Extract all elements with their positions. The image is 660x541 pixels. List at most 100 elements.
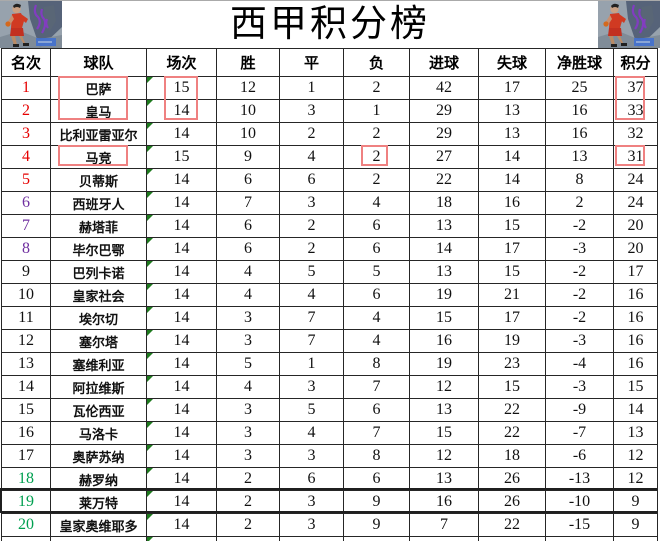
column-header-team: 球队 [50,48,147,77]
cell-wins: 6 [216,237,280,261]
cell-goals-for: 13 [409,214,479,238]
cell-points: 20 [613,214,658,238]
table-row: 6 西班牙人 14 7 3 4 18 16 2 24 [1,191,658,215]
cell-team: 比利亚雷亚尔 [50,122,147,146]
cell-goals-against: 26 [478,490,546,514]
table-row: 2 皇马 14 10 3 1 29 13 16 33 [1,99,658,123]
cell-goal-diff: -2 [545,283,614,307]
cell-goal-diff: 16 [545,122,614,146]
table-row: 19 莱万特 14 2 3 9 16 26 -10 9 [1,490,658,514]
table-row: 20 皇家奥维耶多 14 2 3 9 7 22 -15 9 [1,513,658,537]
cell-rank: 6 [1,191,51,215]
cell-played: 14 [146,490,217,514]
column-header-played: 场次 [146,48,217,77]
table-row: 14 阿拉维斯 14 4 3 7 12 15 -3 15 [1,375,658,399]
cell-rank [1,536,51,541]
cell-goals-for: 15 [409,306,479,330]
table-row: 4 马竞 15 9 4 2 27 14 13 31 [1,145,658,169]
cell-draws: 3 [279,191,344,215]
cell-points: 9 [613,513,658,537]
cell-rank: 5 [1,168,51,192]
cell-played: 14 [146,306,217,330]
cell-played: 14 [146,444,217,468]
cell-draws: 3 [279,375,344,399]
cell-losses: 6 [343,214,410,238]
cell-points: 16 [613,306,658,330]
cell-draws: 4 [279,283,344,307]
cell-points: 14 [613,398,658,422]
column-header-rank: 名次 [1,48,51,77]
cell-losses: 2 [343,168,410,192]
cell-rank: 4 [1,145,51,169]
cell-draws: 3 [279,490,344,514]
cell-goals-for: 19 [409,352,479,376]
cell-rank: 15 [1,398,51,422]
cell-wins: 10 [216,122,280,146]
cell-losses: 4 [343,329,410,353]
cell-wins: 3 [216,329,280,353]
cell-rank: 3 [1,122,51,146]
cell-goals-against: 23 [478,352,546,376]
table-row: 16 马洛卡 14 3 4 7 15 22 -7 13 [1,421,658,445]
cell-goal-diff: 2 [545,191,614,215]
cell-draws: 3 [279,99,344,123]
cell-points: 12 [613,444,658,468]
cell-goals-for: 7 [409,513,479,537]
cell-losses: 1 [343,99,410,123]
cell-rank: 7 [1,214,51,238]
cell-team: 塞尔塔 [50,329,147,353]
cell-team: 莱万特 [50,490,147,514]
cell-points: 9 [613,490,658,514]
cell-played: 14 [146,99,217,123]
cell-goals-for: 27 [409,145,479,169]
cell-points: 16 [613,352,658,376]
cell-goals-for: 42 [409,76,479,100]
cell-wins: 4 [216,260,280,284]
cell-rank: 1 [1,76,51,100]
cell-draws: 1 [279,352,344,376]
cell-losses: 2 [343,76,410,100]
cell-draws: 1 [279,76,344,100]
table-row: 1 巴萨 15 12 1 2 42 17 25 37 [1,76,658,100]
cell-played: 14 [146,375,217,399]
cell-rank: 2 [1,99,51,123]
cell-team: 马洛卡 [50,421,147,445]
cell-points: 24 [613,168,658,192]
cell-draws: 2 [279,122,344,146]
cell-losses: 5 [343,260,410,284]
cell-points: 15 [613,375,658,399]
column-header-goals-for: 进球 [409,48,479,77]
cell-wins: 9 [216,145,280,169]
cell-losses: 6 [343,467,410,491]
cell-goal-diff: -3 [545,375,614,399]
cell-played: 14 [146,168,217,192]
cell-team: 皇家奥维耶多 [50,513,147,537]
cell-wins: 4 [216,283,280,307]
cell-goal-diff: -9 [545,398,614,422]
cell-draws: 3 [279,444,344,468]
table-row: 3 比利亚雷亚尔 14 10 2 2 29 13 16 32 [1,122,658,146]
cell-goals-against: 22 [478,421,546,445]
cell-goals-against: 17 [478,237,546,261]
cell-rank: 12 [1,329,51,353]
cell-wins: 7 [216,191,280,215]
cell-team: 皇家社会 [50,283,147,307]
table-row: 5 贝蒂斯 14 6 6 2 22 14 8 24 [1,168,658,192]
cell-team: 西班牙人 [50,191,147,215]
cell-goals-for: 19 [409,283,479,307]
cell-played [146,536,217,541]
column-header-draw: 平 [279,48,344,77]
cell-goals-for: 18 [409,191,479,215]
cell-goal-diff [545,536,614,541]
cell-points: 16 [613,283,658,307]
cell-goals-for: 13 [409,467,479,491]
cell-goal-diff: -10 [545,490,614,514]
cell-goals-against: 13 [478,99,546,123]
table-row: 8 毕尔巴鄂 14 6 2 6 14 17 -3 20 [1,237,658,261]
cell-goals-against: 17 [478,76,546,100]
cell-points: 20 [613,237,658,261]
cell-played: 14 [146,191,217,215]
cell-goals-against: 15 [478,214,546,238]
cell-goals-for: 13 [409,260,479,284]
